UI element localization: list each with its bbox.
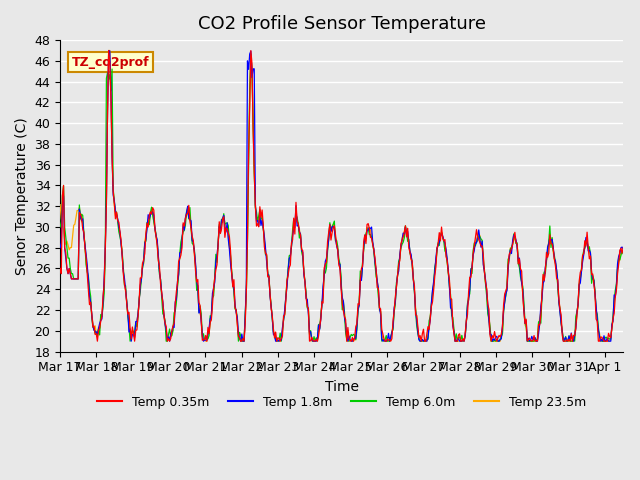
Temp 23.5m [330, 222, 337, 228]
Temp 1.8m [127, 338, 135, 344]
Title: CO2 Profile Sensor Temperature: CO2 Profile Sensor Temperature [198, 15, 486, 33]
Temp 6.0m [394, 273, 401, 279]
Line: Temp 6.0m: Temp 6.0m [60, 54, 623, 341]
Temp 23.5m [520, 309, 528, 314]
Legend: Temp 0.35m, Temp 1.8m, Temp 6.0m, Temp 23.5m: Temp 0.35m, Temp 1.8m, Temp 6.0m, Temp 2… [92, 391, 591, 414]
Temp 1.8m [326, 222, 333, 228]
Temp 6.0m [56, 224, 64, 230]
Temp 0.35m [105, 48, 113, 53]
Temp 1.8m [364, 228, 371, 234]
X-axis label: Time: Time [324, 380, 358, 394]
Temp 0.35m [520, 308, 528, 313]
Temp 1.8m [520, 307, 528, 313]
Temp 23.5m [364, 225, 371, 230]
Temp 0.35m [608, 325, 616, 331]
Temp 6.0m [330, 221, 337, 227]
Temp 6.0m [126, 338, 134, 344]
Temp 23.5m [202, 338, 209, 344]
Temp 0.35m [620, 245, 627, 251]
Temp 23.5m [394, 273, 401, 279]
Temp 23.5m [56, 202, 64, 207]
Line: Temp 23.5m: Temp 23.5m [60, 50, 623, 341]
Temp 23.5m [620, 248, 627, 253]
Temp 6.0m [620, 251, 627, 257]
Temp 0.35m [56, 265, 64, 271]
Line: Temp 0.35m: Temp 0.35m [60, 50, 623, 341]
Temp 0.35m [330, 225, 337, 230]
Temp 0.35m [93, 338, 101, 344]
Temp 1.8m [620, 246, 627, 252]
Temp 1.8m [608, 322, 616, 327]
Temp 1.8m [105, 48, 113, 53]
Y-axis label: Senor Temperature (C): Senor Temperature (C) [15, 117, 29, 275]
Temp 1.8m [394, 272, 401, 278]
Temp 6.0m [247, 51, 255, 57]
Temp 1.8m [56, 245, 64, 251]
Temp 23.5m [326, 227, 333, 233]
Temp 6.0m [608, 324, 616, 329]
Text: TZ_co2prof: TZ_co2prof [72, 56, 149, 69]
Temp 6.0m [326, 220, 333, 226]
Temp 6.0m [520, 300, 528, 305]
Temp 1.8m [330, 223, 337, 229]
Line: Temp 1.8m: Temp 1.8m [60, 50, 623, 341]
Temp 23.5m [105, 48, 113, 53]
Temp 0.35m [326, 222, 333, 228]
Temp 23.5m [608, 325, 616, 331]
Temp 0.35m [364, 222, 371, 228]
Temp 6.0m [364, 228, 371, 233]
Temp 0.35m [394, 273, 401, 279]
